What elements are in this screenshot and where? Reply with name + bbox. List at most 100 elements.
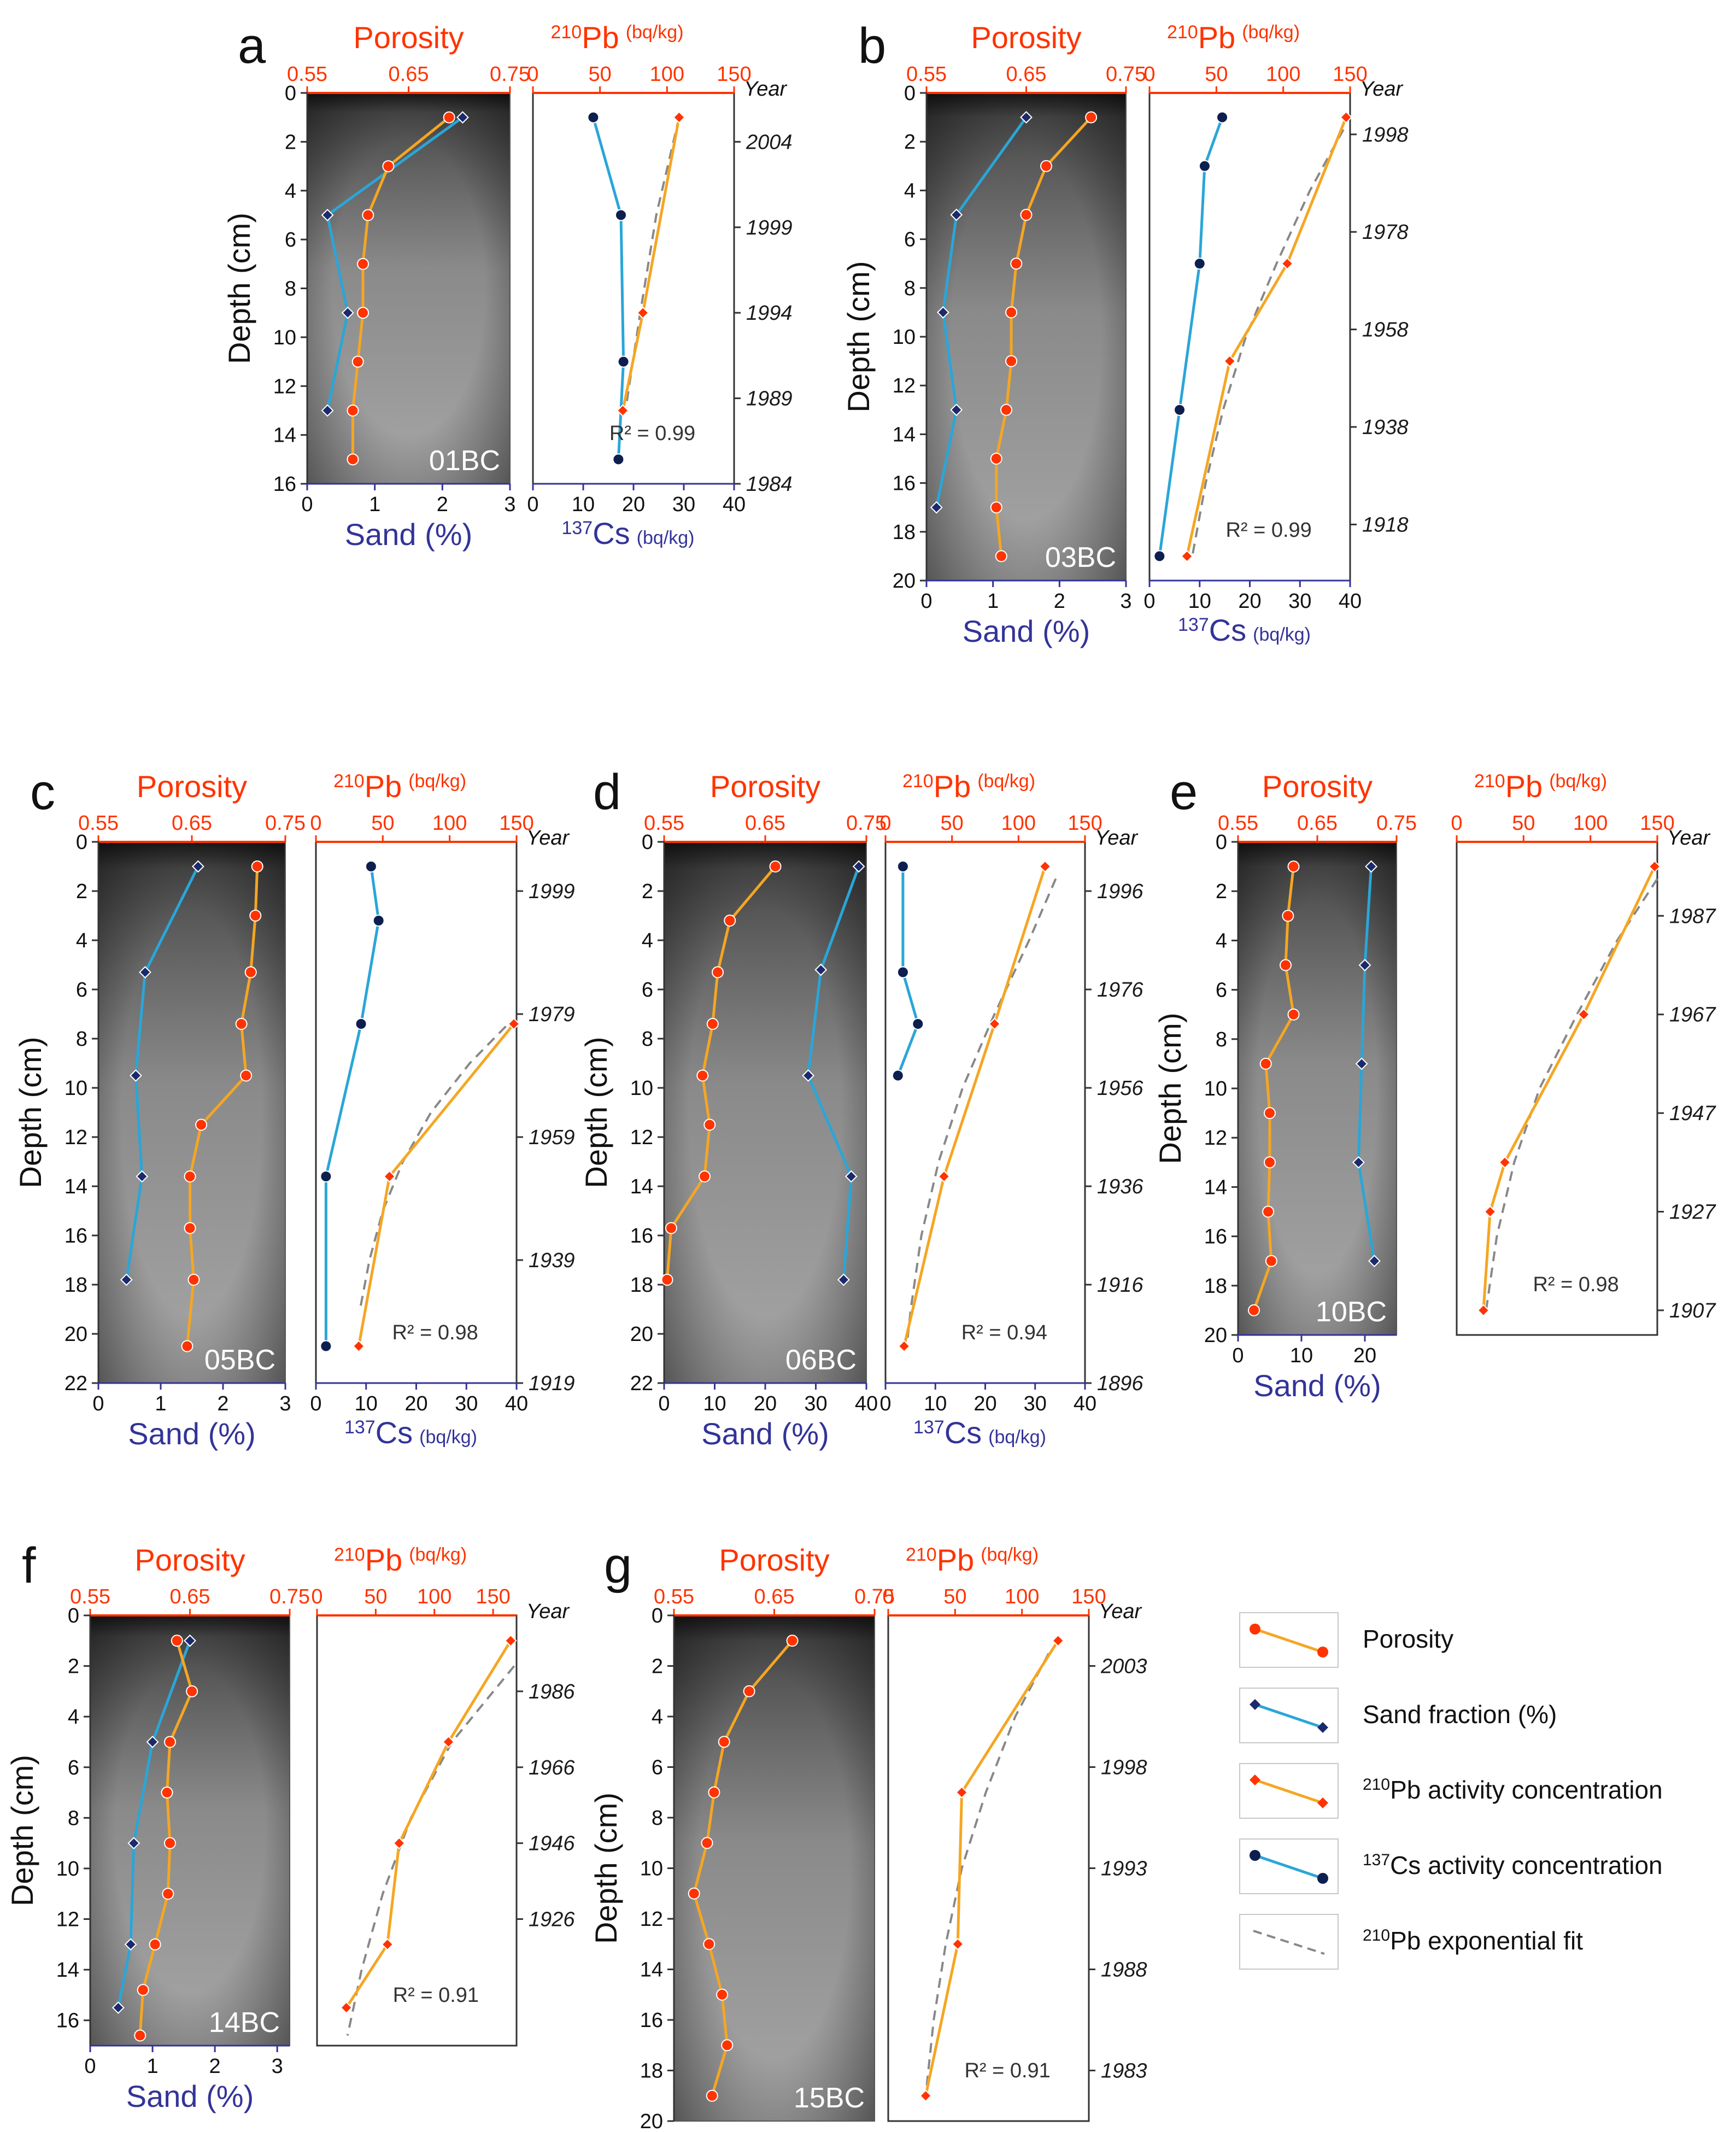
porosity-tick-label: 0.55 [78,812,119,835]
pb-line [924,1639,1059,2096]
legend-swatch-marker [1317,1722,1328,1733]
cs-tick-label: 40 [1339,590,1362,613]
depth-tick-label: 0 [904,82,916,105]
porosity-axis-title: Porosity [134,1543,245,1577]
legend-swatch-line [1254,1703,1323,1729]
sand-line [326,116,464,411]
sand-axis-title: Sand (%) [963,614,1090,648]
sand-tick-label: 1 [155,1392,166,1415]
year-tick-label: 1999 [746,216,793,239]
pb-tick-label: 50 [1512,812,1535,835]
panel-b: b0.55 0.65 0.75Porosity02468101214161820De… [841,18,1409,648]
cs-point [1193,257,1206,270]
cs-series [892,860,924,1082]
legend-swatch-marker [1317,1797,1328,1808]
porosity-point [1287,1008,1300,1021]
depth-tick-label: 20 [1204,1324,1227,1347]
sand-point [112,2001,125,2014]
pb-point [636,306,649,319]
cs-point [896,966,909,979]
panel-letter: g [604,1538,632,1594]
pb-point [340,2001,353,2014]
pb-point [504,1634,517,1647]
porosity-point [1265,1255,1277,1267]
pb-point [988,1017,1001,1030]
pb-fit-line [1191,128,1345,557]
pb-point [937,1170,951,1183]
depth-tick-label: 20 [64,1323,87,1346]
pb-tick-label: 0 [882,1585,894,1608]
cs-tick-label: 10 [572,493,595,516]
pb-tick-label: 0 [527,63,538,86]
depth-tick-label: 6 [76,979,87,1001]
depth-tick-label: 6 [1216,979,1227,1002]
depth-tick-label: 4 [68,1706,79,1729]
legend-label: 210Pb activity concentration [1363,1776,1663,1804]
sand-point [950,208,963,221]
depth-tick-label: 8 [652,1807,663,1830]
depth-tick-label: 0 [1216,831,1227,854]
cs-tick-label: 10 [1188,590,1211,613]
porosity-point [688,1887,700,1900]
depth-tick-label: 18 [1204,1275,1227,1298]
depth-tick-label: 18 [630,1274,653,1297]
porosity-point [240,1069,253,1082]
legend-swatch-marker [1317,1647,1328,1657]
year-tick-label: 1956 [1097,1077,1143,1100]
porosity-tick-label: 0.75 [490,63,530,86]
depth-tick-label: 22 [630,1372,653,1395]
depth-tick-label: 4 [904,179,916,202]
porosity-point [351,355,364,368]
porosity-tick-label: 0.75 [846,812,887,835]
cs-tick-label: 20 [1238,590,1261,613]
porosity-point [235,1018,248,1030]
sand-tick-label: 3 [272,2055,283,2078]
pb-series [919,1634,1065,2102]
porosity-line [185,866,259,1346]
porosity-point [443,111,455,124]
pb-point [1477,1304,1490,1317]
porosity-point [244,966,257,979]
depth-tick-label: 20 [893,570,916,593]
porosity-point [134,2029,146,2042]
legend-swatch-marker [1250,1774,1260,1785]
depth-tick-label: 16 [64,1225,87,1247]
depth-tick-label: 18 [640,2060,663,2083]
porosity-series [688,1635,799,2102]
porosity-series [134,1635,198,2042]
depth-tick-label: 2 [76,880,87,903]
legend-item: Porosity [1239,1612,1453,1668]
year-tick-label: 1996 [1097,880,1143,903]
sand-tick-label: 0 [920,590,932,613]
porosity-line [995,116,1092,557]
porosity-series [990,111,1098,563]
porosity-point [786,1635,799,1647]
sand-series [1352,860,1381,1268]
cs-line [896,866,919,1076]
depth-tick-label: 4 [1216,929,1227,952]
pb-point [442,1736,455,1748]
porosity-point [724,915,736,927]
porosity-point [362,209,374,221]
depth-tick-label: 6 [285,229,296,251]
pb-tick-label: 50 [371,812,394,835]
legend-item: Sand fraction (%) [1239,1688,1557,1743]
cs-tick-label: 20 [622,493,645,516]
sand-point [146,1736,159,1748]
sand-tick-label: 20 [754,1392,777,1415]
porosity-point [990,501,1002,514]
r2-label: R² = 0.99 [1225,519,1311,542]
pb-tick-label: 100 [417,1585,451,1608]
r2-label: R² = 0.91 [393,1984,479,2007]
sand-tick-label: 0 [658,1392,670,1415]
pb-tick-label: 50 [941,812,964,835]
sand-tick-label: 0 [1232,1344,1244,1367]
pb-tick-label: 0 [879,812,891,835]
depth-tick-label: 0 [285,82,296,105]
pb-point [1281,257,1294,270]
porosity-point [249,910,262,922]
sand-point [191,860,204,873]
porosity-point [712,966,724,979]
cs-tick-label: 10 [924,1392,947,1415]
